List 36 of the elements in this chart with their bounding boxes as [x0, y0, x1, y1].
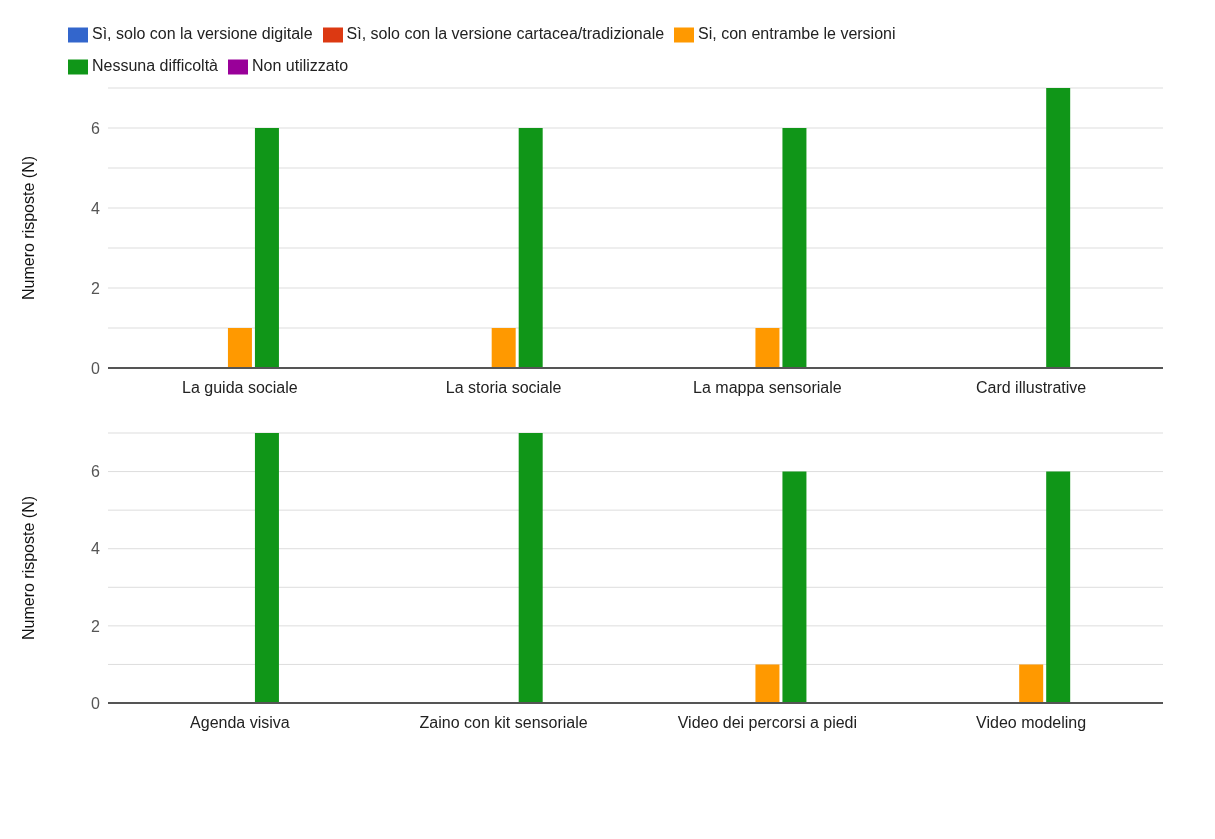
bar	[782, 128, 807, 368]
bar	[491, 328, 516, 368]
bar	[518, 128, 543, 368]
bar	[782, 471, 807, 703]
legend-label: Non utilizzato	[252, 57, 349, 74]
y-axis-title: Numero risposte (N)	[19, 495, 37, 641]
bar	[1019, 664, 1044, 703]
x-tick-label: Video modeling	[976, 714, 1087, 732]
bar	[518, 433, 543, 703]
bar	[755, 328, 780, 368]
bar	[755, 664, 780, 703]
bar	[227, 328, 252, 368]
y-tick-label: 4	[91, 540, 101, 558]
bar	[254, 433, 279, 703]
x-tick-label: Video dei percorsi a piedi	[677, 714, 858, 732]
y-tick-label: 0	[91, 359, 101, 377]
legend-label: Si, con entrambe le versioni	[698, 25, 896, 42]
y-tick-label: 4	[91, 199, 101, 217]
x-tick-label: Zaino con kit sensoriale	[419, 714, 588, 732]
y-tick-label: 2	[91, 617, 101, 635]
bar	[1046, 471, 1071, 703]
x-tick-label: Card illustrative	[975, 379, 1087, 397]
y-axis-title: Numero risposte (N)	[19, 155, 37, 301]
x-tick-label: La storia sociale	[445, 379, 562, 397]
x-tick-label: La guida sociale	[182, 379, 298, 397]
y-tick-label: 6	[91, 119, 101, 137]
y-tick-label: 6	[91, 463, 101, 481]
x-tick-label: La mappa sensoriale	[693, 379, 842, 397]
bar	[254, 128, 279, 368]
bar	[1046, 88, 1071, 368]
y-tick-label: 0	[91, 694, 101, 712]
x-tick-label: Agenda visiva	[190, 714, 290, 732]
legend-label: Sì, solo con la versione digitale	[92, 25, 313, 42]
y-tick-label: 2	[91, 279, 101, 297]
legend-label: Sì, solo con la versione cartacea/tradizionale	[346, 25, 665, 42]
legend-label: Nessuna difficoltà	[92, 57, 218, 74]
